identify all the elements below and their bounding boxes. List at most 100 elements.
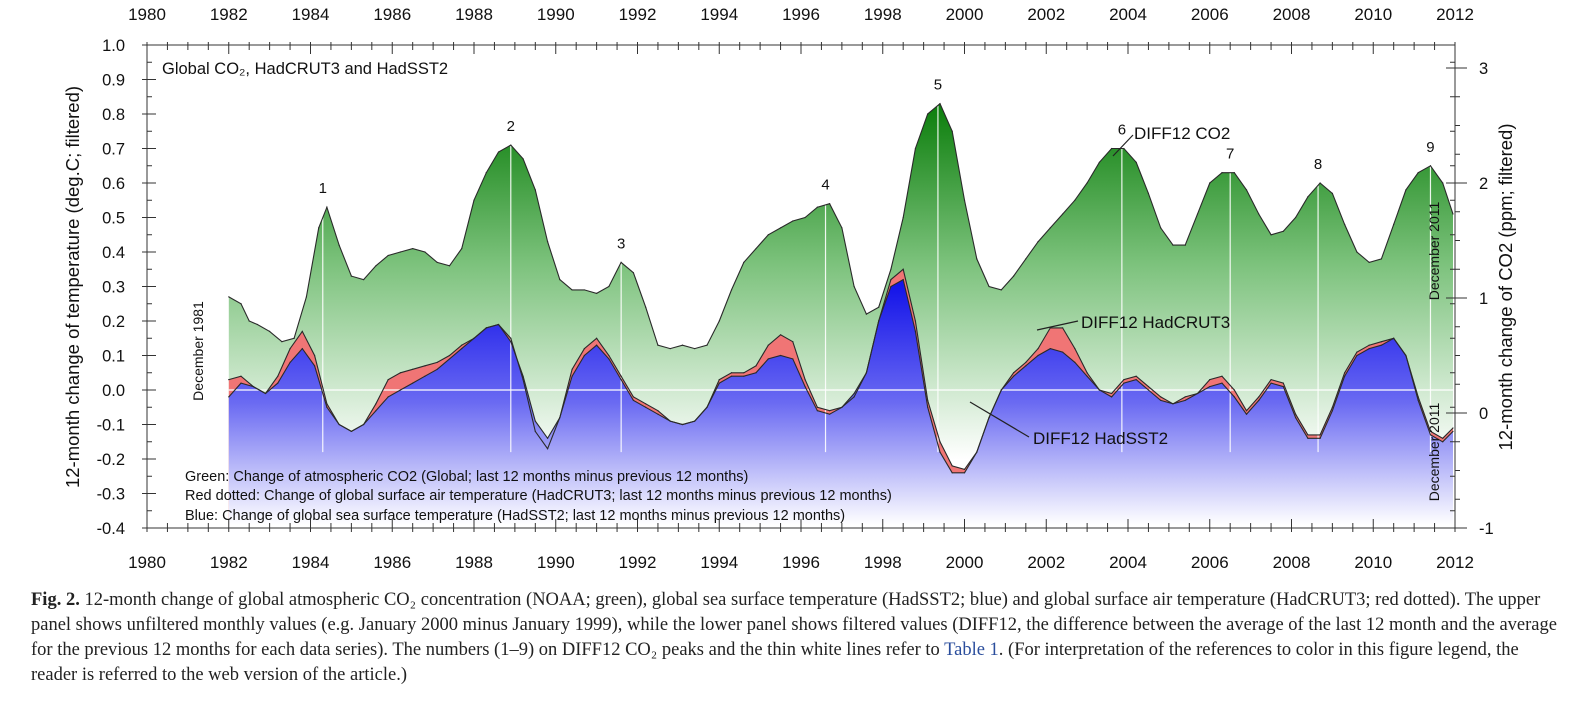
data-point-diff12-co2 <box>1344 223 1346 225</box>
data-point-diff12-hadcrut3 <box>951 465 953 467</box>
data-point-diff12-hadcrut3 <box>1037 348 1039 350</box>
data-point-diff12-hadsst2 <box>1452 430 1454 432</box>
table-link[interactable]: Table 1 <box>944 640 999 660</box>
data-point-diff12-hadcrut3 <box>1245 410 1248 412</box>
data-point-diff12-hadcrut3 <box>412 368 414 370</box>
label-diff12-hadsst2: DIFF12 HadSST2 <box>1033 429 1168 448</box>
data-point-diff12-co2 <box>632 272 635 274</box>
data-point-diff12-co2 <box>448 265 451 267</box>
data-point-diff12-hadcrut3 <box>620 375 622 377</box>
data-point-diff12-hadsst2 <box>694 420 696 422</box>
data-point-diff12-hadsst2 <box>657 413 659 415</box>
data-point-diff12-co2 <box>829 203 831 205</box>
label-december-2011-bottom: December 2011 <box>1426 403 1442 502</box>
data-point-diff12-hadcrut3 <box>1160 396 1162 398</box>
data-point-diff12-co2 <box>534 189 536 191</box>
data-point-diff12-co2 <box>988 285 990 288</box>
data-point-diff12-hadsst2 <box>436 368 438 370</box>
data-point-diff12-co2 <box>1270 234 1272 236</box>
data-point-diff12-hadcrut3 <box>1123 379 1125 381</box>
data-point-diff12-co2 <box>546 241 549 243</box>
data-point-diff12-co2 <box>669 348 671 350</box>
data-point-diff12-co2 <box>1184 244 1186 246</box>
data-point-diff12-hadsst2 <box>1000 389 1002 391</box>
data-point-diff12-hadcrut3 <box>779 334 782 336</box>
hadcrut-leader-line <box>1036 320 1079 331</box>
x-tick-label-top: 1992 <box>619 5 657 24</box>
data-point-diff12-hadcrut3 <box>1209 379 1211 381</box>
data-point-diff12-hadsst2 <box>620 379 622 381</box>
label-december-2011-top: December 2011 <box>1426 202 1442 301</box>
data-point-diff12-hadsst2 <box>1307 437 1309 439</box>
y-tick-label-left: 0.8 <box>102 106 125 124</box>
data-point-diff12-hadsst2 <box>1442 441 1444 443</box>
x-tick-label-top: 1990 <box>537 5 575 24</box>
peak-label-4: 4 <box>821 177 829 194</box>
data-point-diff12-co2 <box>1233 172 1235 174</box>
co2-leader-line <box>1112 134 1134 157</box>
y-tick-label-left: 0.3 <box>102 279 125 297</box>
data-point-diff12-hadsst2 <box>1184 399 1186 401</box>
data-point-diff12-hadsst2 <box>878 320 880 322</box>
data-point-diff12-co2 <box>718 320 720 322</box>
data-point-diff12-co2 <box>596 292 598 294</box>
data-point-diff12-co2 <box>1049 227 1051 229</box>
data-point-diff12-co2 <box>1196 213 1199 215</box>
data-point-diff12-hadcrut3 <box>829 410 831 412</box>
peak-label-3: 3 <box>617 235 625 252</box>
x-tick-label-top: 2012 <box>1436 5 1474 24</box>
data-point-diff12-hadsst2 <box>1196 392 1199 395</box>
x-tick-label-bottom: 2004 <box>1109 553 1147 572</box>
caption-label: Fig. 2. <box>31 590 80 610</box>
data-point-diff12-hadsst2 <box>730 375 733 377</box>
data-point-diff12-hadsst2 <box>963 472 966 474</box>
data-point-diff12-hadcrut3 <box>743 372 745 374</box>
data-point-diff12-co2 <box>318 227 320 229</box>
x-tick-label-bottom: 2008 <box>1273 553 1311 572</box>
data-point-diff12-co2 <box>841 227 843 229</box>
data-point-diff12-hadcrut3 <box>583 348 585 350</box>
data-point-diff12-hadsst2 <box>976 451 978 453</box>
x-tick-label-top: 2006 <box>1191 5 1229 24</box>
data-point-diff12-hadcrut3 <box>755 365 757 367</box>
data-point-diff12-co2 <box>1111 147 1113 150</box>
data-point-diff12-hadsst2 <box>927 406 929 408</box>
data-point-diff12-hadsst2 <box>350 430 352 432</box>
legend-green: Green: Change of atmospheric CO2 (Global… <box>185 469 748 485</box>
data-point-diff12-hadsst2 <box>865 372 868 374</box>
data-point-diff12-co2 <box>878 306 880 308</box>
x-tick-label-top: 2010 <box>1354 5 1392 24</box>
legend-blue: Blue: Change of global sea surface tempe… <box>185 508 845 524</box>
peak-label-9: 9 <box>1426 139 1434 156</box>
data-point-diff12-hadsst2 <box>1098 389 1100 391</box>
series-areas <box>228 102 1454 528</box>
data-point-diff12-co2 <box>1025 258 1027 260</box>
data-point-diff12-co2 <box>1368 261 1370 263</box>
data-point-diff12-hadcrut3 <box>1452 427 1454 429</box>
data-point-diff12-hadsst2 <box>399 389 402 391</box>
label-diff12-hadcrut3: DIFF12 HadCRUT3 <box>1081 313 1230 332</box>
data-point-diff12-co2 <box>1294 216 1297 219</box>
data-point-diff12-hadsst2 <box>326 406 328 408</box>
data-point-diff12-hadcrut3 <box>1086 372 1088 374</box>
data-point-diff12-hadcrut3 <box>1429 430 1432 432</box>
data-point-diff12-hadcrut3 <box>1442 437 1444 439</box>
data-point-diff12-hadsst2 <box>1074 361 1076 363</box>
data-point-diff12-co2 <box>461 247 463 250</box>
data-point-diff12-hadcrut3 <box>448 354 451 357</box>
peak-label-8: 8 <box>1314 156 1322 173</box>
data-point-diff12-hadcrut3 <box>718 379 720 381</box>
x-tick-label-top: 2004 <box>1109 5 1147 24</box>
y-axis-title-left: 12-month change of temperature (deg.C; f… <box>62 86 83 488</box>
data-point-diff12-co2 <box>387 254 389 257</box>
data-point-diff12-co2 <box>620 261 622 263</box>
peak-label-7: 7 <box>1226 146 1234 163</box>
data-point-diff12-co2 <box>399 251 402 253</box>
label-december-1981: December 1981 <box>190 301 206 401</box>
y-tick-label-left: 0.7 <box>102 141 125 159</box>
data-point-diff12-hadcrut3 <box>313 354 316 357</box>
y-tick-label-left: 0.0 <box>102 382 125 400</box>
data-point-diff12-co2 <box>902 216 904 219</box>
data-point-diff12-co2 <box>804 216 806 219</box>
data-point-diff12-hadsst2 <box>596 344 598 346</box>
